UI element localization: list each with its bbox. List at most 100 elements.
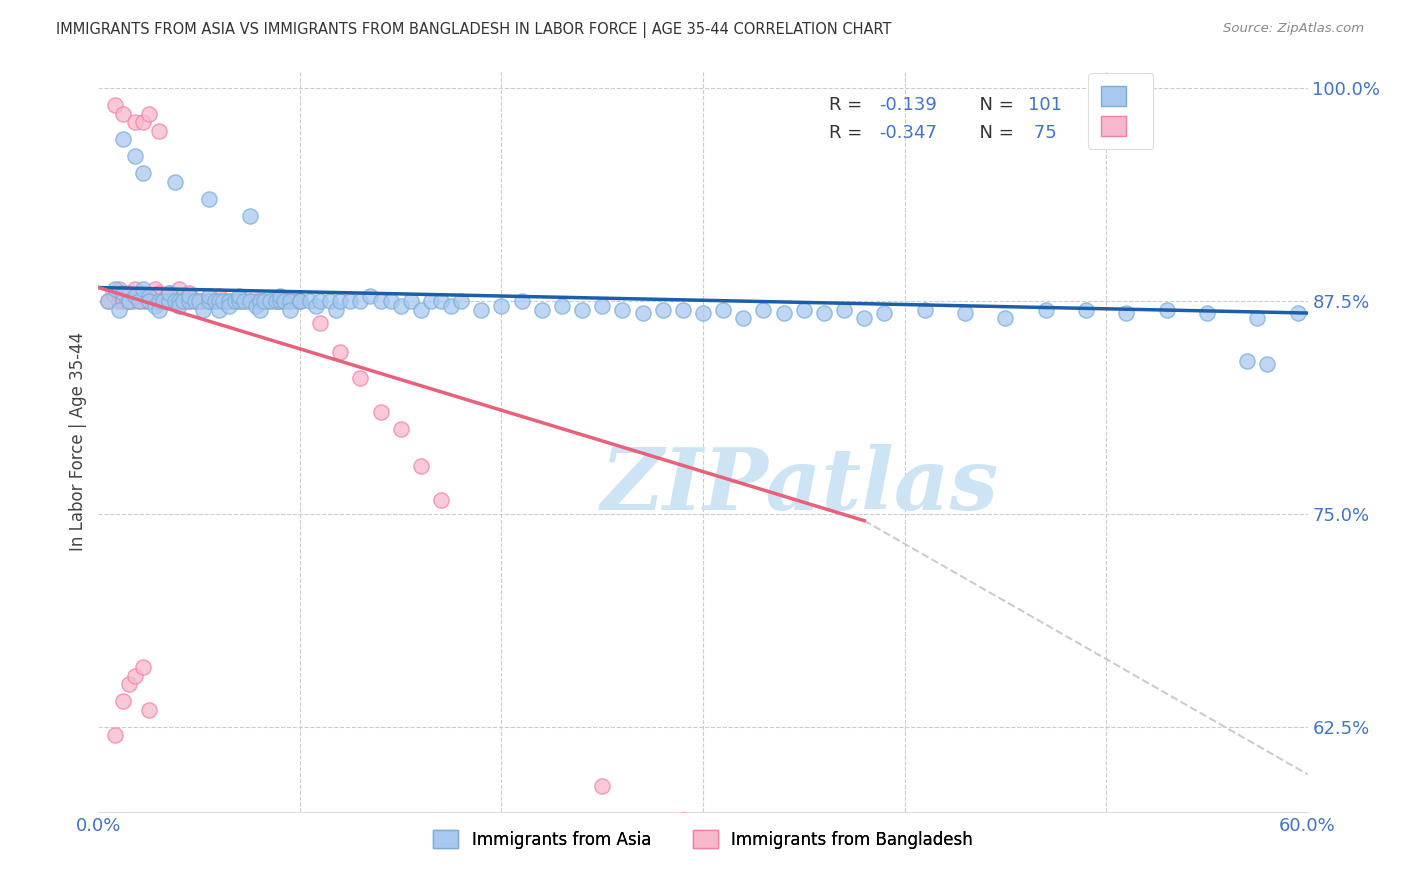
Point [107, 294, 129, 309]
Point [101, 285, 124, 300]
Point [430, 294, 453, 309]
Point [832, 302, 855, 317]
Point [179, 289, 201, 303]
Point [249, 294, 271, 309]
Point [224, 294, 246, 309]
Point [184, 294, 207, 309]
Point [672, 302, 695, 317]
Point [440, 299, 463, 313]
Point [157, 294, 180, 309]
Point [239, 209, 262, 223]
Point [612, 302, 634, 317]
Point [167, 282, 190, 296]
Point [370, 405, 392, 419]
Point [309, 294, 332, 309]
Point [380, 294, 402, 309]
Point [167, 294, 190, 309]
Point [409, 459, 432, 474]
Point [651, 302, 673, 317]
Point [204, 294, 226, 309]
Point [124, 282, 146, 296]
Point [752, 302, 775, 317]
Point [204, 294, 226, 309]
Point [264, 294, 287, 309]
Point [128, 294, 150, 309]
Point [571, 302, 593, 317]
Point [339, 294, 361, 309]
Point [273, 294, 295, 309]
Point [193, 302, 215, 317]
Point [124, 668, 146, 682]
Point [218, 294, 240, 309]
Point [1195, 306, 1218, 320]
Point [711, 302, 734, 317]
Text: N =: N = [967, 124, 1019, 142]
Point [430, 493, 453, 508]
Point [152, 294, 174, 309]
Point [273, 294, 295, 309]
Point [218, 299, 240, 313]
Point [138, 107, 160, 121]
Point [914, 302, 936, 317]
Point [111, 289, 134, 303]
Point [264, 294, 287, 309]
Point [179, 294, 201, 309]
Point [157, 285, 180, 300]
Point [284, 294, 307, 309]
Point [198, 294, 221, 309]
Point [128, 294, 150, 309]
Point [239, 294, 262, 309]
Point [184, 294, 207, 309]
Point [188, 294, 211, 309]
Text: ZIPatlas: ZIPatlas [600, 444, 998, 528]
Point [873, 306, 896, 320]
Point [239, 294, 262, 309]
Text: N =: N = [967, 95, 1019, 113]
Point [111, 107, 134, 121]
Point [1256, 357, 1278, 371]
Point [198, 294, 221, 309]
Point [733, 311, 755, 326]
Text: 75: 75 [1028, 124, 1057, 142]
Y-axis label: In Labor Force | Age 35-44: In Labor Force | Age 35-44 [69, 332, 87, 551]
Point [510, 294, 533, 309]
Point [329, 294, 352, 309]
Point [232, 294, 254, 309]
Point [269, 294, 291, 309]
Point [132, 660, 155, 674]
Point [172, 294, 194, 309]
Point [135, 294, 157, 309]
Point [198, 192, 221, 206]
Point [319, 294, 342, 309]
Point [167, 289, 190, 303]
Point [212, 294, 235, 309]
Point [111, 285, 134, 300]
Point [253, 294, 276, 309]
Text: -0.139: -0.139 [880, 95, 938, 113]
Point [994, 311, 1017, 326]
Point [1286, 306, 1309, 320]
Point [349, 294, 371, 309]
Point [163, 294, 186, 309]
Point [148, 294, 170, 309]
Point [530, 302, 553, 317]
Point [118, 294, 141, 309]
Point [132, 115, 155, 129]
Point [450, 294, 472, 309]
Point [641, 864, 664, 879]
Point [288, 294, 311, 309]
Point [218, 294, 240, 309]
Point [208, 294, 231, 309]
Point [118, 285, 141, 300]
Point [1236, 353, 1258, 368]
Point [148, 294, 170, 309]
Point [853, 311, 876, 326]
Point [278, 302, 301, 317]
Point [97, 294, 120, 309]
Point [1246, 311, 1268, 326]
Point [124, 149, 146, 163]
Text: R =: R = [828, 95, 868, 113]
Point [228, 294, 250, 309]
Point [1156, 302, 1178, 317]
Point [309, 316, 332, 330]
